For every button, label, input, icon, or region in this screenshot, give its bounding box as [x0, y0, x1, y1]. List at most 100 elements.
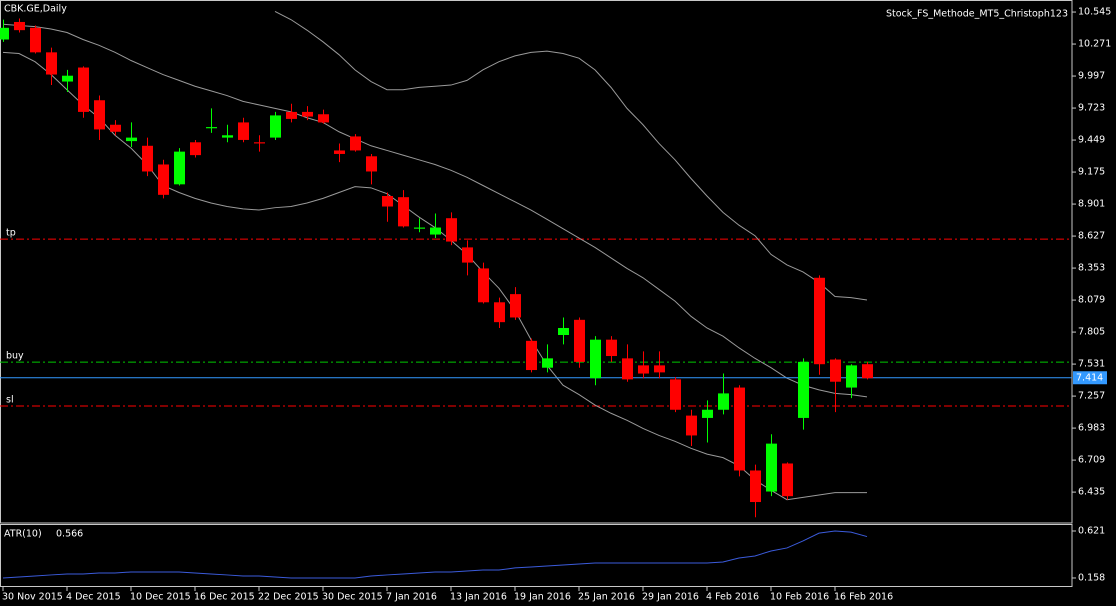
- candle-body: [446, 218, 457, 242]
- candle-body: [254, 142, 265, 144]
- candle-body: [0, 27, 9, 40]
- candle-body: [286, 111, 297, 119]
- candle-body: [558, 327, 569, 336]
- candle-body: [702, 409, 713, 418]
- candle-body: [46, 52, 57, 75]
- candle-body: [718, 393, 729, 410]
- candle-body: [526, 340, 537, 371]
- level-label: sl: [6, 395, 14, 406]
- candle-body: [414, 227, 425, 229]
- candle-body: [222, 135, 233, 138]
- candle-body: [750, 470, 761, 503]
- x-tick-label: 4 Feb 2016: [706, 592, 759, 603]
- y-tick-label: 9.175: [1078, 167, 1105, 178]
- last-price-tag: [1073, 371, 1107, 385]
- y-tick-label: 8.627: [1078, 231, 1105, 242]
- y-tick-label: 9.449: [1078, 135, 1105, 146]
- candle-body: [766, 443, 777, 492]
- x-tick-label: 22 Dec 2015: [258, 592, 319, 603]
- y-tick-label: 7.805: [1078, 327, 1105, 338]
- candle-body: [494, 302, 505, 323]
- candle-body: [94, 100, 105, 130]
- sub-y-tick-label: 0.621: [1078, 525, 1105, 536]
- candle-body: [638, 365, 649, 374]
- candle-body: [734, 387, 745, 471]
- candle-body: [190, 142, 201, 156]
- x-tick-label: 29 Jan 2016: [642, 592, 699, 603]
- candle-body: [398, 197, 409, 227]
- candle-body: [174, 151, 185, 185]
- candle-body: [542, 358, 553, 368]
- candle-body: [30, 27, 41, 53]
- y-tick-label: 7.531: [1078, 359, 1105, 370]
- candle-body: [238, 122, 249, 140]
- band-line: [2, 23, 868, 398]
- candle-body: [590, 339, 601, 379]
- candle-body: [574, 319, 585, 362]
- candle-body: [382, 196, 393, 207]
- candle-body: [318, 114, 329, 123]
- candle-body: [622, 358, 633, 380]
- sub-name: ATR(10): [4, 529, 42, 540]
- candle-body: [670, 379, 681, 410]
- candle-body: [366, 156, 377, 172]
- candle-body: [62, 75, 73, 82]
- candle-body: [782, 463, 793, 497]
- candle-body: [142, 145, 153, 172]
- y-tick-label: 6.983: [1078, 423, 1105, 434]
- candle-body: [302, 111, 313, 117]
- x-tick-label: 10 Dec 2015: [130, 592, 191, 603]
- x-tick-label: 16 Feb 2016: [834, 592, 893, 603]
- candle-body: [862, 364, 873, 379]
- y-tick-label: 8.353: [1078, 263, 1105, 274]
- x-tick-label: 30 Nov 2015: [2, 592, 63, 603]
- candle-body: [846, 365, 857, 388]
- candle-body: [78, 67, 89, 112]
- candle-body: [126, 137, 137, 142]
- y-tick-label: 10.271: [1078, 39, 1111, 50]
- x-tick-label: 4 Dec 2015: [66, 592, 121, 603]
- y-tick-label: 6.435: [1078, 487, 1105, 498]
- sub-panel-frame: [0, 524, 1073, 587]
- last-price-label: 7.414: [1076, 372, 1103, 383]
- level-label: tp: [6, 228, 16, 239]
- candle-body: [814, 277, 825, 365]
- candle-body: [270, 115, 281, 138]
- sub-plot: [2, 530, 868, 579]
- x-tick-label: 13 Jan 2016: [450, 592, 507, 603]
- y-tick-label: 9.723: [1078, 103, 1105, 114]
- y-tick-label: 8.079: [1078, 295, 1105, 306]
- candle-body: [430, 227, 441, 235]
- x-tick-label: 19 Jan 2016: [514, 592, 571, 603]
- band-line: [274, 11, 868, 301]
- sub-y-tick-label: 0.158: [1078, 572, 1105, 583]
- candle-body: [206, 127, 217, 129]
- candle-body: [334, 150, 345, 154]
- x-tick-label: 10 Feb 2016: [770, 592, 829, 603]
- indicator-name: Stock_FS_Methode_MT5_Christoph123: [886, 9, 1068, 20]
- candle-body: [14, 21, 25, 31]
- x-tick-label: 16 Dec 2015: [194, 592, 255, 603]
- atr-line: [2, 530, 868, 579]
- candle-body: [350, 136, 361, 151]
- y-tick-label: 7.257: [1078, 391, 1105, 402]
- candle-body: [110, 124, 121, 132]
- axes: 6.435 6.709 6.983 7.257 7.531 7.805 8.079 8.353…: [2, 7, 1111, 603]
- sub-last-value: 0.566: [56, 529, 83, 540]
- level-label: buy: [6, 351, 24, 362]
- candle-body: [158, 164, 169, 195]
- candle-body: [478, 268, 489, 303]
- main-plot: tp buy sl: [0, 11, 1072, 518]
- candle-body: [798, 361, 809, 418]
- y-tick-label: 10.545: [1078, 7, 1111, 18]
- x-tick-label: 25 Jan 2016: [578, 592, 635, 603]
- y-tick-label: 8.901: [1078, 199, 1105, 210]
- candle-body: [510, 294, 521, 318]
- candle-body: [654, 365, 665, 373]
- y-tick-label: 9.997: [1078, 71, 1105, 82]
- candle-body: [830, 359, 841, 382]
- candle-body: [606, 339, 617, 357]
- candle-body: [686, 415, 697, 436]
